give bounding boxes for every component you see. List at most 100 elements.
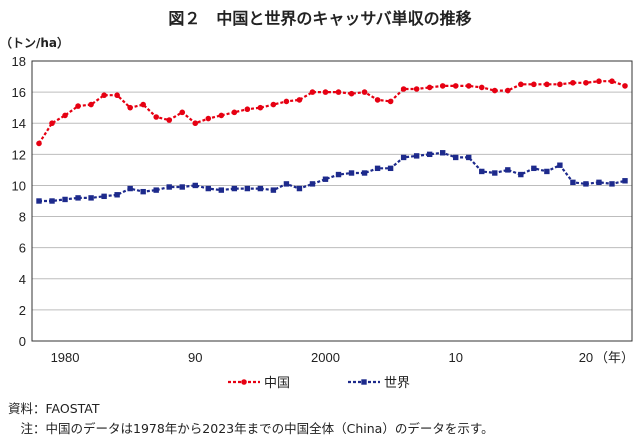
x-axis-ticks: 1980 90 2000 10 20 (51, 350, 594, 365)
data-point (583, 181, 589, 187)
legend: 中国 世界 (228, 376, 410, 391)
data-point (257, 104, 264, 111)
data-point (153, 187, 159, 193)
data-point (439, 150, 446, 156)
y-tick-label: 14 (12, 116, 26, 131)
data-point (49, 120, 55, 127)
data-point (557, 81, 563, 88)
y-axis-unit-label: （トン/ha） (0, 35, 69, 50)
data-point (466, 154, 472, 161)
data-point (400, 86, 407, 92)
x-tick-label: 20 (579, 350, 593, 365)
data-point (531, 81, 537, 88)
data-point (492, 170, 498, 176)
footnote: 注：中国のデータは1978年から2023年までの中国全体（China）のデータを… (8, 421, 494, 436)
data-point (309, 89, 316, 95)
legend-label: 世界 (384, 376, 410, 391)
legend-item: 世界 (348, 376, 410, 391)
data-point (335, 89, 342, 95)
data-point (400, 154, 407, 161)
data-point (75, 195, 81, 201)
data-point (75, 103, 81, 109)
data-point (192, 182, 198, 189)
data-point (114, 192, 120, 198)
data-point (88, 101, 94, 108)
y-tick-label: 12 (12, 147, 26, 162)
data-point (244, 185, 251, 192)
plot-frame (31, 60, 633, 342)
y-tick-label: 2 (19, 303, 26, 318)
data-point (478, 84, 485, 91)
data-point (491, 87, 498, 94)
x-tick-label: 10 (448, 350, 462, 365)
data-point (439, 83, 446, 89)
series-0 (36, 78, 628, 147)
data-point (374, 165, 381, 172)
data-point (179, 184, 185, 190)
data-point (374, 97, 381, 103)
data-point (531, 165, 537, 172)
data-point (361, 170, 368, 176)
x-tick-label: 2000 (311, 350, 340, 365)
data-point (49, 198, 55, 204)
data-point (244, 106, 251, 113)
y-tick-label: 18 (12, 54, 26, 69)
x-axis-unit-label: （年） (595, 350, 634, 365)
data-point (231, 109, 238, 116)
data-point (192, 120, 199, 127)
y-axis-ticks: 0 2 4 6 8 10 12 14 16 18 (12, 54, 26, 349)
series-line (38, 80, 626, 144)
data-point (505, 87, 511, 94)
data-point (283, 98, 290, 105)
data-point (544, 81, 550, 88)
legend-marker (361, 379, 367, 385)
series-layer (36, 78, 628, 204)
data-point (335, 171, 342, 178)
data-point (205, 115, 212, 122)
data-point (557, 162, 563, 168)
x-tick-label: 90 (188, 350, 202, 365)
data-point (387, 98, 394, 105)
data-point (570, 79, 576, 86)
chart-title: 図２ 中国と世界のキャッサバ単収の推移 (168, 9, 471, 28)
data-point (348, 90, 355, 97)
y-tick-label: 8 (19, 210, 26, 225)
data-point (426, 151, 433, 158)
legend-marker (241, 379, 247, 385)
data-point (479, 168, 485, 175)
data-point (231, 185, 238, 192)
data-point (296, 185, 303, 192)
data-point (570, 179, 576, 186)
data-point (609, 78, 615, 85)
data-point (348, 170, 355, 176)
data-point (609, 181, 615, 187)
data-point (127, 185, 133, 192)
legend-label: 中国 (264, 376, 290, 391)
data-point (218, 187, 225, 193)
y-tick-label: 6 (19, 241, 26, 256)
data-point (257, 185, 264, 192)
series-line (39, 151, 626, 203)
data-point (596, 78, 602, 85)
data-point (622, 178, 628, 184)
data-point (544, 168, 550, 175)
data-point (283, 181, 290, 187)
data-point (101, 193, 107, 200)
data-point (309, 181, 316, 187)
data-point (453, 154, 459, 161)
data-point (465, 83, 472, 89)
series-1 (36, 150, 628, 204)
data-point (153, 114, 159, 120)
data-point (296, 97, 303, 103)
data-point (114, 92, 120, 99)
data-point (518, 81, 524, 88)
data-point (596, 179, 602, 186)
data-point (518, 171, 524, 178)
data-point (127, 104, 133, 111)
data-point (88, 195, 94, 201)
data-point (36, 140, 42, 147)
data-point (361, 89, 368, 95)
data-point (413, 153, 420, 159)
legend-item: 中国 (228, 376, 290, 391)
data-point (270, 101, 277, 108)
